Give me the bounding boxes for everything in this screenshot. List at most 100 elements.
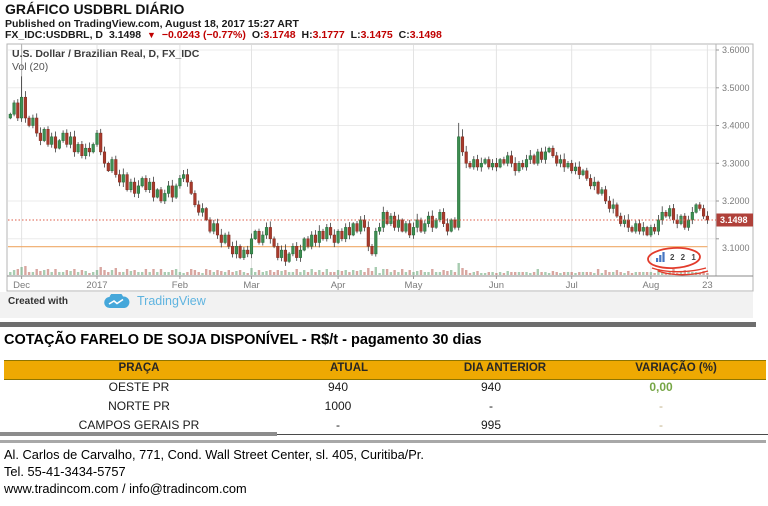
volume-bar (649, 272, 653, 275)
candle-up (374, 230, 378, 255)
volume-bar (401, 269, 404, 275)
candle-down (227, 234, 231, 247)
row-variacao: - (659, 399, 663, 413)
volume-bar (50, 272, 53, 275)
last-price-tag-label: 3.1498 (720, 215, 748, 225)
volume-bar (333, 272, 336, 275)
volume-bar (382, 269, 385, 275)
volume-bar (73, 269, 76, 275)
candle-up (200, 208, 205, 213)
volume-bar (250, 268, 253, 275)
candle-down (370, 246, 374, 255)
volume-bar (246, 273, 249, 275)
candle-up (182, 174, 186, 179)
candle-down (144, 178, 148, 190)
candle-up (396, 219, 400, 228)
volume-bar (314, 272, 317, 275)
candle-down (577, 166, 581, 175)
volume-bar (589, 272, 592, 275)
row-praca: OESTE PR (108, 380, 170, 394)
candle-down (65, 132, 69, 145)
last-price-tag (716, 213, 753, 227)
volume-bar (125, 269, 129, 275)
candle-down (702, 208, 706, 217)
candle-down (204, 208, 208, 221)
candle-down (347, 227, 351, 236)
candle-up (656, 219, 660, 232)
candle-down (604, 189, 608, 202)
candle-down (562, 159, 566, 168)
volume-bar (276, 270, 279, 275)
volume-bar (363, 272, 366, 275)
volume-bar (84, 271, 87, 275)
volume-bar (465, 270, 468, 275)
candle-down (362, 219, 367, 228)
candle-up (359, 219, 363, 232)
volume-bar (238, 270, 242, 275)
candle-up (649, 227, 653, 236)
volume-bar (167, 272, 170, 275)
volume-bar (661, 272, 664, 275)
table-title: COTAÇÃO FARELO DE SOJA DISPONÍVEL - R$/t… (4, 332, 482, 348)
volume-bar (299, 272, 302, 275)
volume-bar (596, 269, 600, 275)
volume-bar (457, 263, 460, 275)
candle-down (430, 215, 434, 228)
volume-bar (359, 270, 362, 275)
candle-up (91, 144, 95, 153)
volume-bar (61, 272, 65, 275)
high-label: H: (301, 29, 313, 41)
candle-up (573, 166, 578, 172)
low-label: L: (350, 29, 361, 41)
volume-bar (612, 272, 615, 275)
footer-links[interactable]: www.tradincom.com / info@tradincom.com (4, 481, 247, 496)
volume-bar (295, 269, 298, 275)
candle-up (611, 204, 615, 209)
symbol-quote-line: FX_IDC:USDBRL, D 3.1498 ▼ −0.0243 (−0.77… (5, 29, 445, 41)
table-header-bar (4, 360, 766, 380)
chart-frame (6, 43, 754, 292)
candle-down (27, 117, 31, 126)
volume-bar (348, 272, 351, 275)
candle-down (513, 163, 517, 172)
volume-bar (653, 273, 656, 275)
volume-bar (122, 272, 125, 275)
volume-bar (284, 270, 287, 275)
volume-bar (9, 272, 12, 275)
volume-bar (265, 271, 268, 275)
volume-bar (623, 273, 626, 275)
candle-down (589, 178, 593, 187)
tradingview-brand-link[interactable]: TradingView (137, 294, 206, 308)
candle-down (238, 246, 242, 258)
mini-bar-icon (656, 258, 659, 262)
candle-down (114, 159, 118, 175)
candle-up (12, 102, 16, 115)
mini-bar-icon (659, 255, 662, 262)
down-arrow-icon: ▼ (146, 30, 156, 40)
x-tick-label: Jun (489, 280, 504, 291)
scribble-ellipse (647, 247, 701, 269)
row-anterior: - (489, 399, 493, 413)
volume-bar (223, 272, 227, 275)
candle-down (645, 227, 649, 236)
candle-down (366, 227, 370, 247)
volume-bar (352, 270, 355, 275)
candle-up (140, 178, 144, 187)
volume-bar (645, 272, 649, 275)
candle-up (389, 215, 393, 224)
volume-bar (698, 273, 701, 275)
volume-bar (24, 266, 27, 275)
volume-bar (627, 271, 630, 275)
candle-down (329, 227, 333, 236)
volume-bar (76, 272, 80, 275)
volume-bar (642, 272, 645, 275)
candle-up (634, 223, 638, 232)
footer-separator (0, 440, 766, 443)
volume-bar (521, 272, 524, 275)
volume-bar (389, 272, 393, 275)
annotation-scribble: 2 2 1 (647, 247, 709, 276)
candle-down (189, 181, 193, 194)
volume-bar (35, 269, 38, 275)
volume-bar (487, 272, 490, 275)
volume-bar (517, 272, 521, 275)
